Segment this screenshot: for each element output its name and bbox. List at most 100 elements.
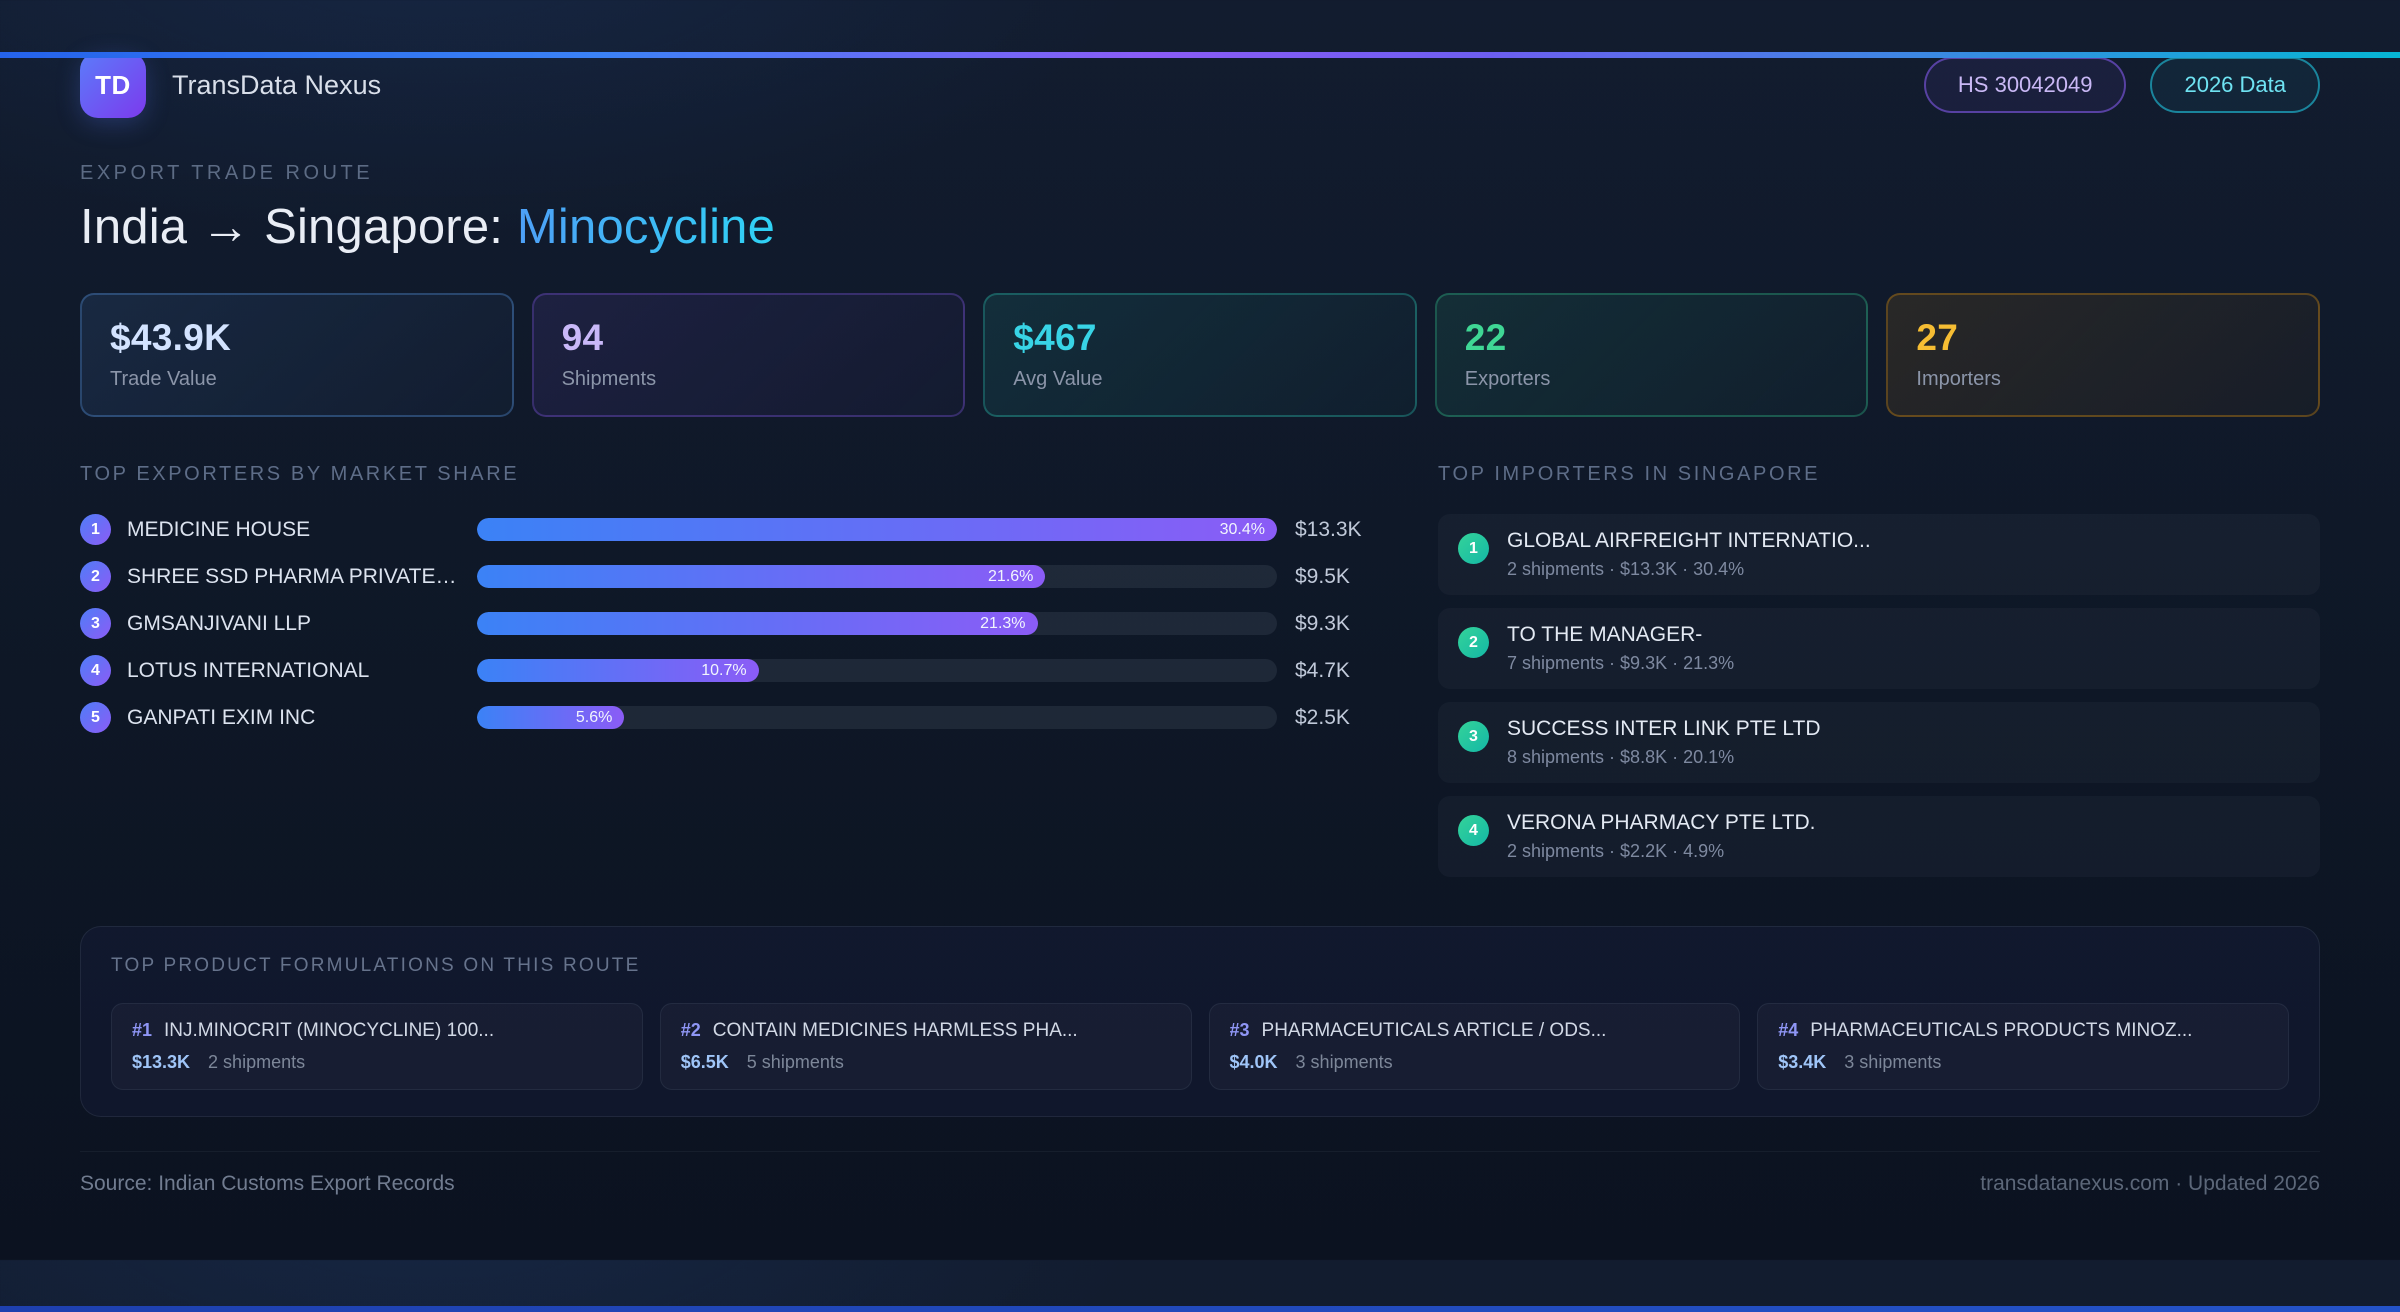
footer: Source: Indian Customs Export Records tr… [80,1151,2320,1196]
exporter-row: 5 GANPATI EXIM INC 5.6% $2.5K [80,702,1378,733]
stat-value: 94 [561,317,604,358]
exporter-name: GANPATI EXIM INC [127,705,316,729]
exporter-value: $2.5K [1295,705,1350,729]
stat-value: $467 [1013,317,1097,358]
rank-badge: 2 [80,561,111,592]
exporter-value: $13.3K [1295,517,1362,541]
exporter-row: 3 GMSANJIVANI LLP 21.3% $9.3K [80,608,1378,639]
market-share-bar-fill: 21.6% [477,565,1046,588]
formulation-rank: #2 [680,1020,701,1040]
stat-label: Trade Value [110,368,217,390]
brand: TD TransData Nexus [80,52,381,118]
market-share-pct: 30.4% [1219,520,1265,538]
importer-meta: 2 shipments · $2.2K · 4.9% [1507,841,1725,861]
formulation-shipments: 3 shipments [1295,1052,1393,1072]
hs-code-badge[interactable]: HS 30042049 [1923,57,2127,113]
formulation-value: $6.5K [680,1052,729,1072]
rank-badge: 3 [80,608,111,639]
importer-name: SUCCESS INTER LINK PTE LTD [1507,717,1821,740]
formulation-card[interactable]: #1 INJ.MINOCRIT (MINOCYCLINE) 100... $13… [111,1003,643,1090]
stats-row: $43.9K Trade Value 94 Shipments $467 Avg… [80,293,2320,417]
importer-card[interactable]: 2 TO THE MANAGER- 7 shipments · $9.3K · … [1438,608,2320,689]
exporter-value: $4.7K [1295,658,1350,682]
stat-label: Shipments [561,368,657,390]
formulation-header: #2 CONTAIN MEDICINES HARMLESS PHA... [681,1020,1171,1042]
stat-value: 27 [1916,317,1959,358]
main-columns: TOP EXPORTERS BY MARKET SHARE 1 MEDICINE… [80,463,2320,890]
formulation-card[interactable]: #3 PHARMACEUTICALS ARTICLE / ODS... $4.0… [1208,1003,1741,1090]
rank-badge: 1 [1458,533,1489,564]
formulation-stats: $4.0K 3 shipments [1230,1052,1720,1073]
stat-card-importers: 27 Importers [1886,293,2320,417]
formulation-shipments: 5 shipments [746,1052,844,1072]
exporters-title: TOP EXPORTERS BY MARKET SHARE [80,463,520,485]
header: TD TransData Nexus HS 30042049 2026 Data [80,52,2320,118]
route-text: India → Singapore: [80,200,517,254]
year-data-badge[interactable]: 2026 Data [2150,57,2320,113]
market-share-bar: 5.6% [477,706,1277,729]
footer-site: transdatanexus.com · Updated 2026 [1980,1172,2320,1195]
app-title: TransData Nexus [172,69,382,100]
formulation-header: #1 INJ.MINOCRIT (MINOCYCLINE) 100... [132,1020,622,1042]
importer-meta: 7 shipments · $9.3K · 21.3% [1507,653,1735,673]
market-share-bar-fill: 5.6% [477,706,625,729]
importer-name: TO THE MANAGER- [1507,623,1703,646]
stat-value: 22 [1464,317,1507,358]
formulation-name: INJ.MINOCRIT (MINOCYCLINE) 100... [164,1020,495,1041]
market-share-pct: 21.3% [980,614,1026,632]
rank-badge: 4 [1458,815,1489,846]
formulation-rank: #4 [1778,1020,1799,1040]
importer-card[interactable]: 4 VERONA PHARMACY PTE LTD. 2 shipments ·… [1438,796,2320,877]
bottom-accent-bar [0,1306,2400,1312]
stat-card-shipments: 94 Shipments [531,293,966,417]
exporter-name: SHREE SSD PHARMA PRIVATE L... [127,564,461,588]
importer-info: TO THE MANAGER- 7 shipments · $9.3K · 21… [1507,623,1734,674]
stat-label: Exporters [1464,368,1551,390]
page: TD TransData Nexus HS 30042049 2026 Data… [0,52,2400,1196]
top-accent-bar [0,52,2400,58]
exporter-row: 1 MEDICINE HOUSE 30.4% $13.3K [80,514,1378,545]
rank-badge: 4 [80,655,111,686]
footer-source: Source: Indian Customs Export Records [80,1172,455,1195]
exporter-name: LOTUS INTERNATIONAL [127,658,370,682]
importers-list: 1 GLOBAL AIRFREIGHT INTERNATIO... 2 ship… [1438,514,2320,877]
stat-value: $43.9K [110,317,232,358]
formulations-grid: #1 INJ.MINOCRIT (MINOCYCLINE) 100... $13… [111,1003,2289,1090]
market-share-bar-fill: 10.7% [477,659,759,682]
importer-meta: 2 shipments · $13.3K · 30.4% [1507,559,1745,579]
formulation-card[interactable]: #2 CONTAIN MEDICINES HARMLESS PHA... $6.… [659,1003,1192,1090]
exporter-name: MEDICINE HOUSE [127,517,311,541]
formulations-title: TOP PRODUCT FORMULATIONS ON THIS ROUTE [111,955,641,976]
importer-info: SUCCESS INTER LINK PTE LTD 8 shipments ·… [1507,717,1821,768]
exporter-row: 4 LOTUS INTERNATIONAL 10.7% $4.7K [80,655,1378,686]
importer-card[interactable]: 3 SUCCESS INTER LINK PTE LTD 8 shipments… [1438,702,2320,783]
formulations-panel: TOP PRODUCT FORMULATIONS ON THIS ROUTE #… [80,926,2320,1117]
importers-section: TOP IMPORTERS IN SINGAPORE 1 GLOBAL AIRF… [1438,463,2320,890]
importer-info: GLOBAL AIRFREIGHT INTERNATIO... 2 shipme… [1507,529,1871,580]
market-share-bar: 21.6% [477,565,1277,588]
exporters-section: TOP EXPORTERS BY MARKET SHARE 1 MEDICINE… [80,463,1378,749]
formulation-shipments: 2 shipments [208,1052,306,1072]
exporters-list: 1 MEDICINE HOUSE 30.4% $13.3K 2 SHREE SS… [80,514,1378,733]
exporter-row: 2 SHREE SSD PHARMA PRIVATE L... 21.6% $9… [80,561,1378,592]
formulation-stats: $6.5K 5 shipments [681,1052,1171,1073]
importer-info: VERONA PHARMACY PTE LTD. 2 shipments · $… [1507,811,1815,862]
exporter-value: $9.3K [1295,611,1350,635]
importer-card[interactable]: 1 GLOBAL AIRFREIGHT INTERNATIO... 2 ship… [1438,514,2320,595]
importer-name: VERONA PHARMACY PTE LTD. [1507,811,1816,834]
market-share-bar: 21.3% [477,612,1277,635]
formulation-card[interactable]: #4 PHARMACEUTICALS PRODUCTS MINOZ... $3.… [1757,1003,2289,1090]
rank-badge: 1 [80,514,111,545]
market-share-pct: 10.7% [701,661,747,679]
formulation-rank: #3 [1229,1020,1250,1040]
stat-card-avg-value: $467 Avg Value [983,293,1417,417]
formulation-name: CONTAIN MEDICINES HARMLESS PHA... [712,1020,1078,1041]
formulation-value: $3.4K [1778,1052,1827,1072]
stat-card-trade-value: $43.9K Trade Value [80,293,514,417]
market-share-bar: 30.4% [477,518,1277,541]
formulation-header: #3 PHARMACEUTICALS ARTICLE / ODS... [1230,1020,1720,1042]
importers-title: TOP IMPORTERS IN SINGAPORE [1438,463,1821,485]
formulation-value: $4.0K [1229,1052,1278,1072]
market-share-pct: 21.6% [988,567,1034,585]
exporter-value: $9.5K [1295,564,1350,588]
